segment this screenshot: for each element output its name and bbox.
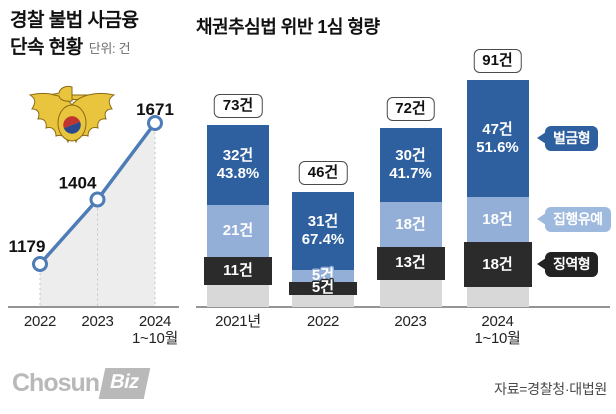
- logo-biz-badge: Biz: [98, 367, 150, 399]
- bubble-tail-icon: [537, 213, 546, 226]
- line-point: [147, 114, 163, 131]
- segment-label: 11건: [223, 261, 253, 279]
- logo-chosun-text: Chosun: [12, 368, 100, 397]
- legend-label-fine: 벌금형: [553, 129, 591, 146]
- unit-label: 단위: 건: [88, 41, 131, 56]
- bar-segment-1: 5건: [292, 266, 354, 284]
- x-tick-label: 2024 1~10월: [131, 313, 179, 347]
- line-point: [89, 191, 106, 208]
- line-value-label: 1179: [9, 237, 46, 256]
- bar-segment-2: 5건: [289, 279, 357, 297]
- bar-segment-1: 18건: [379, 202, 442, 248]
- legend-label-imprisonment: 징역형: [553, 255, 591, 272]
- source-note: 자료=경찰청·대법원: [494, 381, 607, 397]
- bar-segment-remainder: [466, 287, 529, 307]
- x-tick-label: 2021년: [215, 313, 261, 330]
- left-chart-title-line1: 경찰 불법 사금융: [10, 10, 139, 31]
- bar-total-label: 91건: [473, 49, 522, 74]
- line-value-label: 1404: [59, 174, 97, 193]
- x-tick-label: 2024 1~10월: [474, 313, 521, 347]
- x-tick-label: 2023: [394, 313, 427, 330]
- bubble-tail-icon: [537, 258, 546, 271]
- line-chart-svg: 1179 1404 1671: [9, 100, 174, 307]
- segment-label: 18건: [482, 210, 513, 228]
- segment-label: 32건 43.8%: [216, 147, 260, 183]
- segment-label: 5건: [311, 266, 335, 284]
- legend-bubble-suspended-sentence: 집행유예: [537, 206, 611, 232]
- x-tick-label: 2023: [81, 313, 114, 330]
- bar-segment-0: 30건 41.7%: [379, 127, 442, 203]
- legend-bubble-imprisonment: 징역형: [537, 251, 599, 277]
- bubble-tail-icon: [537, 132, 546, 145]
- chosunbiz-logo: Chosun Biz: [12, 367, 150, 399]
- bar-segment-1: 21건: [207, 204, 269, 258]
- segment-label: 30건 41.7%: [389, 147, 432, 183]
- right-chart-title: 채권추심법 위반 1심 형량: [196, 17, 380, 37]
- bar-segment-remainder: [379, 279, 442, 307]
- segment-label: 47건 51.6%: [476, 120, 519, 156]
- line-value-label: 1671: [136, 100, 174, 119]
- legend-bubble-fine: 벌금형: [537, 125, 599, 151]
- left-chart-title-line2: 단속 현황 단위: 건: [10, 37, 131, 58]
- bar-segment-1: 18건: [466, 197, 529, 243]
- segment-label: 13건: [395, 254, 426, 272]
- bar-segment-0: 32건 43.8%: [207, 125, 269, 205]
- x-tick-label: 2022: [306, 313, 340, 330]
- police-emblem-svg: [28, 85, 116, 144]
- bar-segment-2: 11건: [204, 257, 272, 285]
- left-x-axis: [8, 306, 179, 308]
- segment-label: 21건: [222, 222, 254, 240]
- segment-label: 5건: [311, 279, 335, 297]
- bar-total-label: 73건: [213, 94, 263, 119]
- bar-segment-remainder: [207, 284, 269, 307]
- bar-segment-2: 13건: [376, 247, 445, 280]
- left-chart-title: 경찰 불법 사금융 단속 현황 단위: 건: [10, 7, 139, 62]
- segment-label: 18건: [395, 215, 426, 233]
- bar-segment-remainder: [292, 294, 354, 307]
- legend-label-suspended-sentence: 집행유예: [553, 210, 603, 227]
- police-emblem-icon: [26, 84, 118, 148]
- line-point: [32, 256, 48, 272]
- line-chart: 1179 1404 1671: [0, 82, 190, 312]
- bar-segment-0: 31건 67.4%: [292, 192, 354, 270]
- bar-total-label: 46건: [298, 161, 348, 186]
- bar-segment-2: 18건: [463, 242, 532, 288]
- segment-label: 31건 67.4%: [301, 213, 345, 249]
- segment-label: 18건: [482, 255, 513, 273]
- bar-total-label: 72건: [386, 96, 435, 121]
- x-tick-label: 2022: [23, 313, 57, 330]
- bar-segment-0: 47건 51.6%: [466, 80, 529, 198]
